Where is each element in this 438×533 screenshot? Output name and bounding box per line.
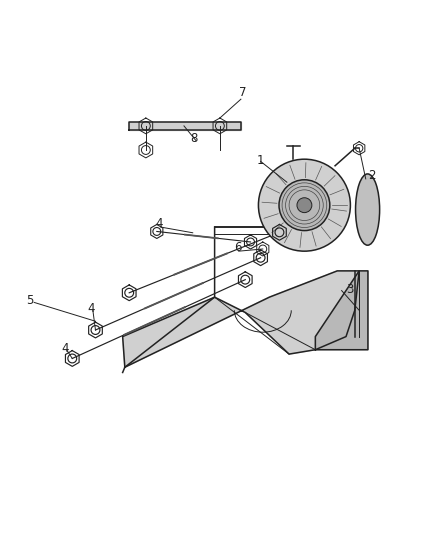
Polygon shape: [123, 271, 359, 367]
Text: 4: 4: [61, 342, 69, 355]
Text: 8: 8: [191, 132, 198, 144]
Text: 1: 1: [256, 154, 264, 167]
Text: 4: 4: [155, 217, 163, 230]
Text: 6: 6: [234, 241, 242, 254]
Ellipse shape: [356, 174, 380, 245]
Circle shape: [258, 159, 350, 251]
Text: 7: 7: [239, 86, 246, 99]
Text: 4: 4: [88, 303, 95, 316]
Text: 5: 5: [26, 294, 34, 306]
Text: 2: 2: [368, 169, 375, 182]
Circle shape: [297, 198, 312, 213]
Circle shape: [279, 180, 330, 231]
Text: 3: 3: [346, 283, 353, 296]
Polygon shape: [129, 122, 241, 130]
Polygon shape: [315, 271, 368, 350]
